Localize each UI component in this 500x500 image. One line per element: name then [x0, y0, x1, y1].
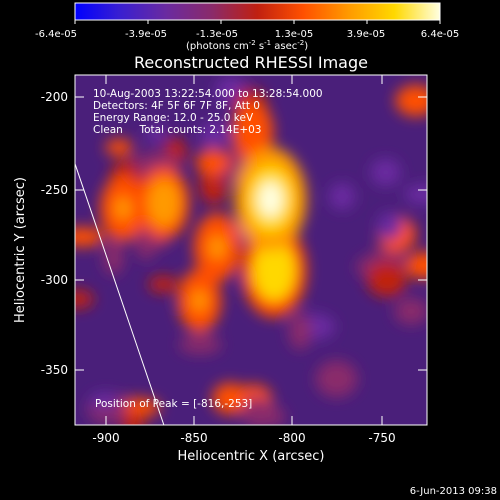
- background-blob: [75, 290, 94, 309]
- bright-source: [257, 181, 284, 218]
- background-blob: [75, 227, 105, 247]
- x-tick-label: -800: [278, 431, 305, 445]
- colorbar-tick-label: -6.4e-05: [35, 29, 77, 40]
- colorbar-tick-label: 1.3e-05: [275, 29, 313, 40]
- background-blob: [395, 84, 427, 117]
- x-tick-label: -750: [368, 431, 395, 445]
- background-blob: [328, 183, 356, 210]
- info-line: 10-Aug-2003 13:22:54.000 to 13:28:54.000: [93, 88, 323, 100]
- bright-source: [191, 289, 208, 312]
- background-blob: [212, 382, 248, 415]
- background-blob: [370, 158, 401, 186]
- y-tick-label: -300: [41, 273, 68, 287]
- background-blob: [405, 251, 427, 279]
- background-blob: [121, 411, 145, 425]
- background-blob: [199, 121, 229, 148]
- bright-source: [262, 253, 286, 287]
- peak-position-label: Position of Peak = [-816,-253]: [95, 398, 252, 410]
- bright-source: [245, 121, 261, 143]
- background-blob: [315, 360, 358, 398]
- background-blob: [243, 396, 269, 425]
- colorbar-tick-label: -3.9e-05: [125, 29, 167, 40]
- background-blob: [145, 125, 167, 144]
- y-axis-title: Heliocentric Y (arcsec): [13, 177, 28, 323]
- background-blob: [195, 148, 230, 176]
- bright-source: [154, 190, 173, 216]
- colorbar-ticks: [74, 20, 441, 24]
- background-blob: [367, 262, 407, 297]
- y-axis-ticks: [75, 96, 427, 371]
- bright-source: [208, 235, 226, 260]
- background-blob: [105, 139, 133, 156]
- colorbar-tick-label: 6.4e-05: [421, 29, 459, 40]
- x-axis-title: Heliocentric X (arcsec): [178, 449, 325, 464]
- background-blob: [394, 298, 427, 325]
- info-line: Detectors: 4F 5F 6F 7F 8F, Att 0: [93, 100, 260, 112]
- background-blob: [148, 275, 178, 293]
- background-blob: [404, 184, 427, 205]
- x-tick-label: -900: [92, 431, 119, 445]
- plot-title: Reconstructed RHESSI Image: [134, 53, 368, 72]
- colorbar-tick-label: -1.3e-05: [196, 29, 238, 40]
- background-blob: [103, 240, 124, 275]
- y-tick-label: -350: [41, 363, 68, 377]
- info-line: Clean Total counts: 2.14E+03: [93, 124, 262, 136]
- heatmap-sources: [75, 75, 427, 425]
- y-tick-label: -250: [41, 183, 68, 197]
- background-blob: [377, 212, 403, 240]
- background-blob: [179, 334, 222, 355]
- bright-source: [115, 196, 131, 220]
- plot-frame: [74, 74, 428, 426]
- footer-date: 6-Jun-2013 09:38: [410, 486, 497, 497]
- info-line: Energy Range: 12.0 - 25.0 keV: [93, 112, 254, 124]
- colorbar-tick-label: 3.9e-05: [347, 29, 385, 40]
- y-tick-label: -200: [41, 90, 68, 104]
- background-blob: [288, 312, 312, 350]
- colorbar-unit-label: (photons cm-2 s-1 asec-2): [186, 39, 308, 52]
- background-blob: [89, 392, 119, 410]
- x-axis-ticks: [105, 75, 383, 425]
- solar-limb-line: [75, 163, 165, 425]
- x-tick-label: -850: [180, 431, 207, 445]
- colorbar: [74, 2, 441, 21]
